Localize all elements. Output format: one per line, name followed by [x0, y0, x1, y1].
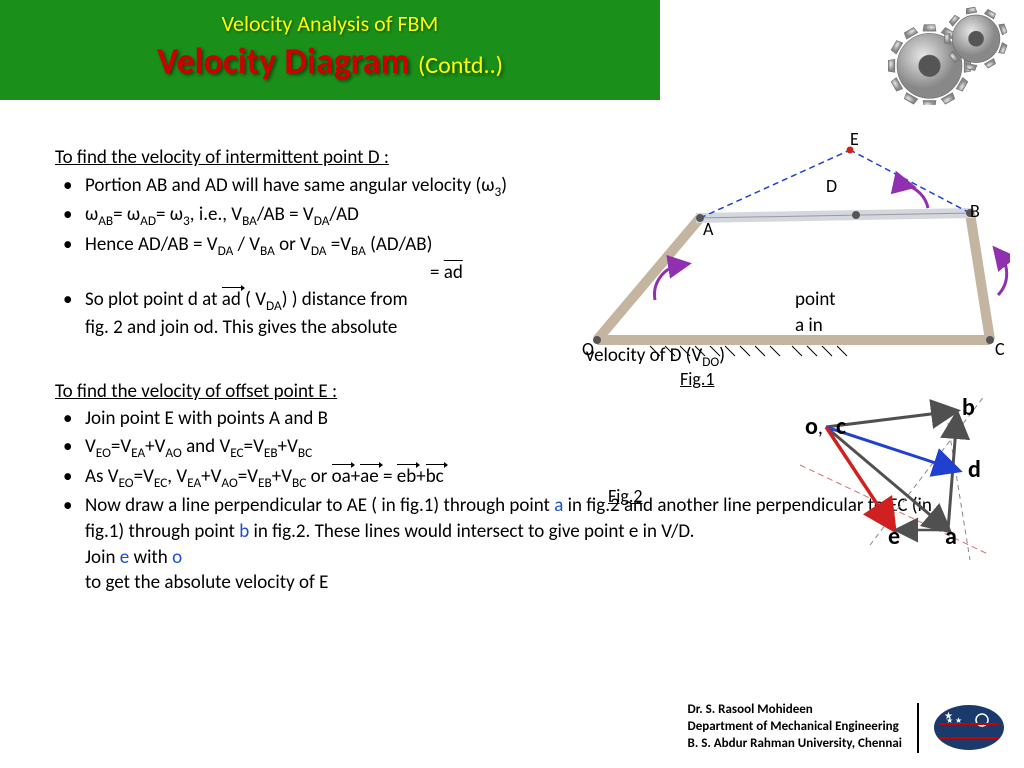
- fig1-label-B: B: [970, 200, 980, 222]
- footer-text: Dr. S. Rasool Mohideen Department of Mec…: [688, 702, 902, 753]
- footer: Dr. S. Rasool Mohideen Department of Mec…: [688, 702, 1004, 753]
- fig2-label-d: d: [968, 455, 981, 484]
- university-logo-icon: ★ ★: [934, 705, 1004, 750]
- main-title: Velocity Diagram (Contd..): [0, 39, 660, 83]
- fig1-label-O: O: [582, 338, 594, 360]
- s1-b4: So plot point d at ad ( VDA) ) distance …: [55, 287, 555, 340]
- fig2-caption: Fig.2: [608, 485, 643, 507]
- fig2-label-c: c: [836, 412, 846, 441]
- fig1-caption: Fig.1: [680, 368, 715, 390]
- footer-divider: [917, 703, 919, 753]
- fig2-label-o: o,: [805, 412, 823, 441]
- subtitle: Velocity Analysis of FBM: [0, 10, 660, 37]
- fig1-label-E: E: [850, 128, 859, 150]
- fig2-label-b: b: [962, 393, 975, 422]
- gears-icon: [884, 5, 1014, 105]
- svg-text:★ ★: ★ ★: [946, 716, 962, 726]
- fig2-label-e: e: [888, 522, 900, 551]
- title-banner: Velocity Analysis of FBM Velocity Diagra…: [0, 0, 660, 100]
- fig1-label-D: D: [826, 175, 837, 197]
- fig1-label-C: C: [995, 338, 1005, 360]
- fig2-label-a: a: [945, 522, 957, 551]
- figure-1: [580, 130, 1010, 360]
- fig1-label-A: A: [703, 218, 713, 240]
